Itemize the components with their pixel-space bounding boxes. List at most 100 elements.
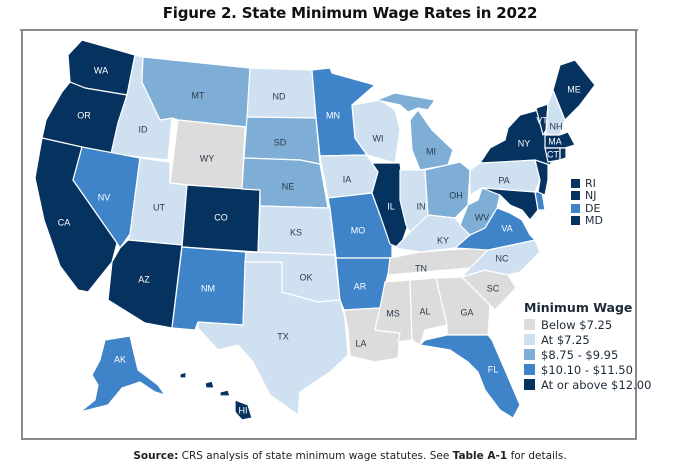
- nj-swatch: [571, 191, 580, 201]
- label-IA: IA: [343, 174, 352, 184]
- label-KS: KS: [290, 227, 302, 237]
- label-CT: CT: [547, 149, 559, 159]
- legend-swatch: [524, 334, 535, 345]
- label-AR: AR: [354, 281, 367, 291]
- legend-item-12-plus: At or above $12.00: [524, 377, 651, 392]
- source-text: CRS analysis of state minimum wage statu…: [181, 450, 450, 462]
- label-OK: OK: [299, 272, 312, 282]
- small-state-legend: RI NJ DE MD: [571, 177, 603, 227]
- state-HI-3[interactable]: [219, 389, 231, 397]
- state-OH[interactable]: [424, 161, 471, 219]
- label-GA: GA: [460, 307, 473, 317]
- legend-swatch: [524, 349, 535, 360]
- legend-swatch: [524, 379, 535, 390]
- md-swatch: [571, 216, 580, 226]
- label-OR: OR: [77, 110, 91, 120]
- label-WV: WV: [475, 212, 490, 222]
- ri-swatch: [571, 178, 580, 188]
- label-NC: NC: [496, 253, 509, 263]
- label-NY: NY: [518, 138, 531, 148]
- source-text-after: for details.: [510, 450, 567, 462]
- label-HI: HI: [239, 405, 248, 415]
- label-NH: NH: [550, 121, 563, 131]
- wage-legend: Minimum Wage Below $7.25 At $7.25 $8.75 …: [524, 300, 651, 392]
- state-NH[interactable]: [545, 89, 566, 136]
- state-AK[interactable]: [79, 335, 166, 413]
- figure-title: Figure 2. State Minimum Wage Rates in 20…: [162, 4, 538, 22]
- label-TN: TN: [415, 263, 427, 273]
- label-WI: WI: [373, 133, 384, 143]
- legend-label: At or above $12.00: [541, 377, 652, 392]
- table-reference: Table A-1: [452, 450, 508, 462]
- legend-label: $8.75 - $9.95: [541, 347, 619, 362]
- state-ME[interactable]: [552, 59, 596, 121]
- label-NM: NM: [201, 283, 215, 293]
- label-MO: MO: [351, 225, 366, 235]
- label-MN: MN: [326, 110, 340, 120]
- legend-swatch: [524, 364, 535, 375]
- legend-label: Below $7.25: [541, 317, 613, 332]
- label-KY: KY: [437, 235, 449, 245]
- label-SC: SC: [487, 283, 500, 293]
- legend-label: $10.10 - $11.50: [541, 362, 633, 377]
- label-NV: NV: [98, 192, 111, 202]
- state-FL[interactable]: [419, 334, 521, 419]
- legend-swatch: [524, 319, 535, 330]
- legend-title: Minimum Wage: [524, 300, 633, 315]
- label-MA: MA: [548, 136, 562, 146]
- label-VA: VA: [501, 223, 512, 233]
- small-legend-item-ri: RI: [571, 177, 603, 190]
- label-NE: NE: [282, 181, 295, 191]
- label-MI: MI: [426, 146, 436, 156]
- small-legend-label: RI: [585, 176, 596, 190]
- label-ME: ME: [567, 84, 581, 94]
- label-AK: AK: [114, 354, 126, 364]
- label-CA: CA: [58, 217, 71, 227]
- label-IL: IL: [387, 201, 395, 211]
- label-WA: WA: [94, 65, 108, 75]
- state-AZ[interactable]: [107, 239, 183, 329]
- source-note: Source: CRS analysis of state minimum wa…: [0, 450, 700, 462]
- small-legend-label: NJ: [585, 189, 597, 203]
- label-TX: TX: [277, 331, 289, 341]
- de-swatch: [571, 203, 580, 213]
- label-SD: SD: [274, 137, 287, 147]
- small-legend-item-md: MD: [571, 214, 603, 228]
- state-TX[interactable]: [197, 261, 349, 416]
- legend-label: At $7.25: [541, 332, 590, 347]
- label-IN: IN: [417, 201, 426, 211]
- legend-item-below-725: Below $7.25: [524, 317, 651, 332]
- state-RI[interactable]: [559, 147, 567, 161]
- state-HI-2[interactable]: [204, 380, 215, 389]
- state-HI[interactable]: [234, 399, 253, 421]
- label-VT: VT: [536, 115, 548, 125]
- label-OH: OH: [449, 190, 463, 200]
- label-PA: PA: [498, 175, 509, 185]
- state-MI[interactable]: [376, 92, 436, 113]
- legend-item-1010-1150: $10.10 - $11.50: [524, 362, 651, 377]
- label-MS: MS: [386, 308, 400, 318]
- title-rule: [20, 29, 638, 31]
- source-label: Source:: [133, 450, 179, 462]
- small-legend-label: DE: [585, 201, 601, 215]
- map-frame: [21, 30, 637, 440]
- state-MI-lower[interactable]: [409, 109, 454, 171]
- label-AL: AL: [419, 306, 430, 316]
- state-WV[interactable]: [459, 187, 501, 236]
- small-legend-item-de: DE: [571, 202, 603, 215]
- label-WY: WY: [200, 153, 215, 163]
- legend-item-875-995: $8.75 - $9.95: [524, 347, 651, 362]
- label-CO: CO: [214, 212, 228, 222]
- label-UT: UT: [153, 202, 165, 212]
- state-HI-1[interactable]: [179, 371, 187, 379]
- legend-item-at-725: At $7.25: [524, 332, 651, 347]
- small-legend-item-nj: NJ: [571, 189, 603, 203]
- label-AZ: AZ: [138, 274, 150, 284]
- label-LA: LA: [355, 338, 366, 348]
- label-ID: ID: [139, 124, 149, 134]
- label-MT: MT: [192, 90, 205, 100]
- label-FL: FL: [488, 364, 499, 374]
- label-ND: ND: [273, 91, 286, 101]
- small-legend-label: MD: [585, 214, 603, 228]
